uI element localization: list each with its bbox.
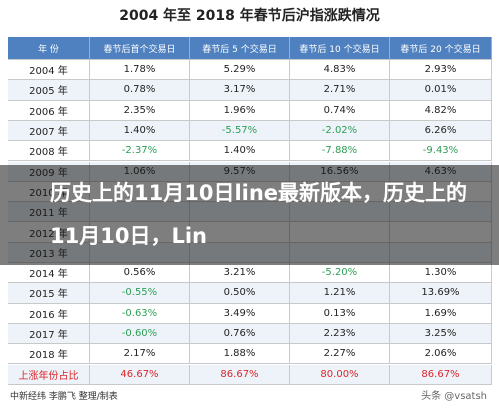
year-cell: 上涨年份占比 bbox=[8, 364, 90, 385]
value-cell: 1.40% bbox=[190, 141, 290, 162]
value-cell: -5.20% bbox=[290, 263, 390, 284]
year-cell: 2008 年 bbox=[8, 141, 90, 162]
year-cell: 2005 年 bbox=[8, 80, 90, 101]
year-cell: 2016 年 bbox=[8, 303, 90, 324]
value-cell: 0.76% bbox=[190, 323, 290, 345]
value-cell: -5.57% bbox=[190, 120, 290, 142]
value-cell: -2.02% bbox=[290, 120, 390, 142]
column-header: 春节后首个交易日 bbox=[90, 37, 190, 60]
value-cell: 1.78% bbox=[90, 60, 190, 81]
value-cell: 2.71% bbox=[290, 80, 390, 101]
column-header: 春节后 20 个交易日 bbox=[390, 37, 492, 60]
year-cell: 2007 年 bbox=[8, 120, 90, 142]
value-cell: 80.00% bbox=[290, 364, 390, 385]
value-cell: 2.35% bbox=[90, 100, 190, 121]
value-cell: 2.06% bbox=[390, 344, 492, 365]
year-cell: 2018 年 bbox=[8, 344, 90, 365]
column-header: 春节后 10 个交易日 bbox=[290, 37, 390, 60]
banner-text: 历史上的11月10日line最新版本，历史上的11月10日，Lin bbox=[50, 181, 468, 248]
value-cell: 3.25% bbox=[390, 323, 492, 345]
value-cell: 2.93% bbox=[390, 60, 492, 81]
value-cell: 0.74% bbox=[290, 100, 390, 121]
value-cell: 1.96% bbox=[190, 100, 290, 121]
value-cell: 4.82% bbox=[390, 100, 492, 121]
column-header: 春节后 5 个交易日 bbox=[190, 37, 290, 60]
value-cell: 3.21% bbox=[190, 263, 290, 284]
title: 2004 年至 2018 年春节后沪指涨跌情况 bbox=[119, 8, 380, 24]
value-cell: 3.49% bbox=[190, 303, 290, 324]
value-cell: -0.55% bbox=[90, 283, 190, 304]
value-cell: 0.01% bbox=[390, 80, 492, 101]
value-cell: 1.21% bbox=[290, 283, 390, 304]
banner-overlay bbox=[0, 165, 499, 265]
value-cell: 2.23% bbox=[290, 323, 390, 345]
year-cell: 2017 年 bbox=[8, 323, 90, 345]
value-cell: 46.67% bbox=[90, 364, 190, 385]
source: 中新经纬 李鹏飞 整理/制表 bbox=[10, 392, 118, 402]
value-cell: 2.17% bbox=[90, 344, 190, 365]
value-cell: 86.67% bbox=[390, 364, 492, 385]
year-cell: 2014 年 bbox=[8, 263, 90, 284]
value-cell: 13.69% bbox=[390, 283, 492, 304]
value-cell: 1.69% bbox=[390, 303, 492, 324]
value-cell: 2.27% bbox=[290, 344, 390, 365]
value-cell: -2.37% bbox=[90, 141, 190, 162]
value-cell: -0.63% bbox=[90, 303, 190, 324]
value-cell: -7.88% bbox=[290, 141, 390, 162]
value-cell: 3.17% bbox=[190, 80, 290, 101]
value-cell: 1.30% bbox=[390, 263, 492, 284]
value-cell: 0.78% bbox=[90, 80, 190, 101]
value-cell: 0.13% bbox=[290, 303, 390, 324]
value-cell: 0.50% bbox=[190, 283, 290, 304]
value-cell: 86.67% bbox=[190, 364, 290, 385]
year-cell: 2004 年 bbox=[8, 60, 90, 81]
value-cell: 4.83% bbox=[290, 60, 390, 81]
value-cell: 5.29% bbox=[190, 60, 290, 81]
value-cell: 1.88% bbox=[190, 344, 290, 365]
value-cell: 1.40% bbox=[90, 120, 190, 142]
value-cell: -9.43% bbox=[390, 141, 492, 162]
column-header: 年 份 bbox=[8, 37, 90, 60]
watermark: 头条 @vsatsh bbox=[421, 391, 487, 402]
value-cell: -0.60% bbox=[90, 323, 190, 345]
year-cell: 2015 年 bbox=[8, 283, 90, 304]
value-cell: 0.56% bbox=[90, 263, 190, 284]
value-cell: 6.26% bbox=[390, 120, 492, 142]
year-cell: 2006 年 bbox=[8, 100, 90, 121]
